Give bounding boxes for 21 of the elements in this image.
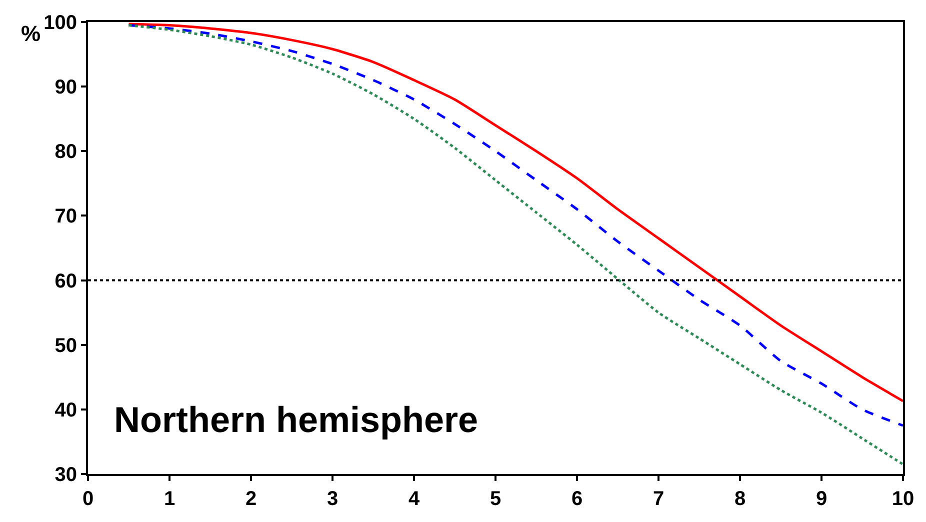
x-tick-label: 3 [326, 488, 338, 510]
x-tick-label: 4 [408, 488, 420, 510]
x-tick-label: 7 [652, 488, 664, 510]
x-tick-label: 9 [816, 488, 828, 510]
y-tick-label: 90 [54, 76, 77, 99]
x-tick-label: 6 [571, 488, 583, 510]
y-tick-label: 100 [44, 12, 77, 34]
y-tick-label: 60 [54, 270, 77, 292]
y-tick-label: 30 [54, 464, 77, 486]
annotation: Northern hemisphere [114, 399, 478, 440]
x-tick-label: 2 [245, 488, 257, 510]
y-tick-label: 40 [54, 399, 77, 422]
y-tick-label: 70 [54, 206, 77, 228]
x-tick-label: 8 [734, 488, 746, 510]
x-tick-label: 10 [892, 488, 914, 510]
y-axis-title: % [21, 21, 41, 46]
x-tick-label: 1 [164, 488, 176, 510]
x-tick-label: 0 [82, 488, 94, 510]
y-tick-label: 80 [54, 141, 77, 164]
y-tick-label: 50 [54, 334, 77, 357]
x-tick-label: 5 [490, 488, 502, 510]
